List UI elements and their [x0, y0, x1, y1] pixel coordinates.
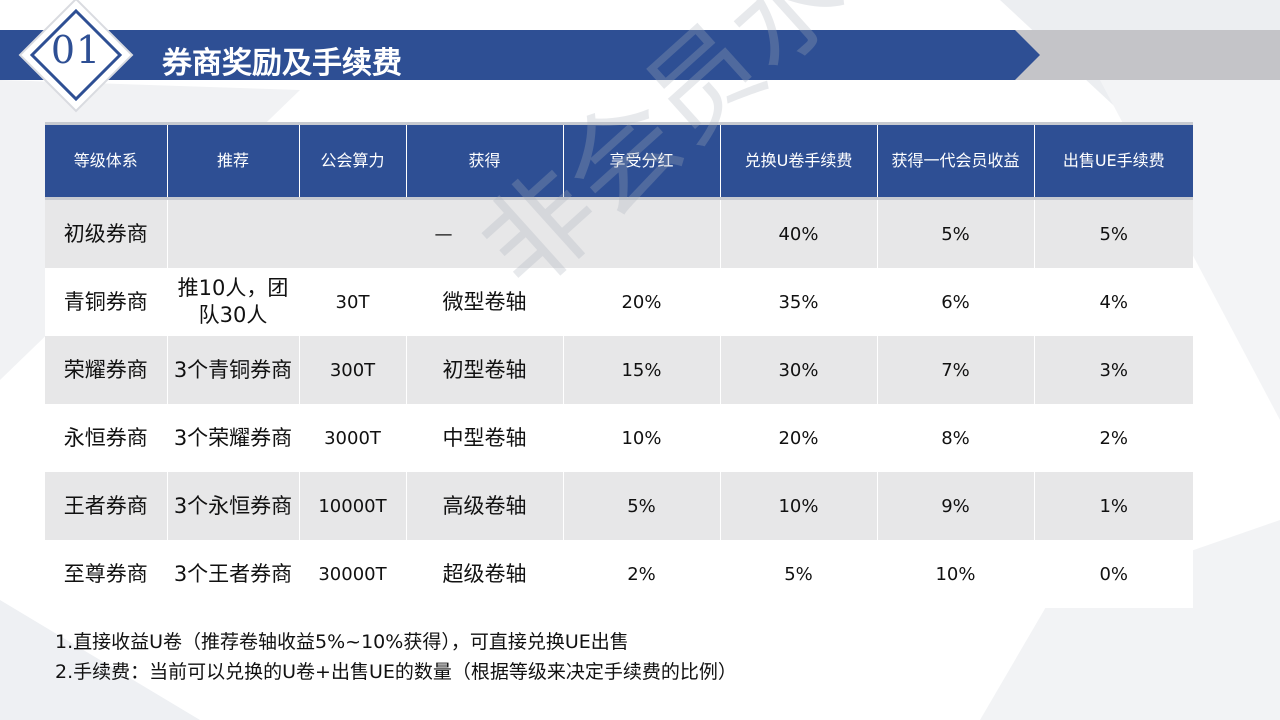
cell-level: 荣耀券商: [45, 336, 168, 404]
footnotes: 1.直接收益U卷（推荐卷轴收益5%~10%获得），可直接兑换UE出售 2.手续费…: [55, 627, 737, 687]
cell-dividend: 20%: [563, 268, 721, 336]
table-header-row: 等级体系 推荐 公会算力 获得 享受分红 兑换U卷手续费 获得一代会员收益 出售…: [45, 122, 1193, 200]
badge-diamond: [18, 0, 134, 113]
cell-exchange-fee: 30%: [720, 336, 878, 404]
col-header-exchange-fee: 兑换U卷手续费: [720, 122, 878, 200]
cell-power: 30000T: [299, 540, 407, 608]
cell-first-gen-income: 10%: [877, 540, 1035, 608]
cell-level: 王者券商: [45, 472, 168, 540]
cell-exchange-fee: 5%: [720, 540, 878, 608]
cell-first-gen-income: 5%: [877, 198, 1035, 268]
col-header-power: 公会算力: [299, 122, 407, 200]
cell-sell-fee: 4%: [1034, 268, 1193, 336]
col-header-level: 等级体系: [45, 122, 168, 200]
cell-first-gen-income: 8%: [877, 404, 1035, 472]
table-row: 永恒券商 3个荣耀券商 3000T 中型卷轴 10% 20% 8% 2%: [45, 404, 1193, 472]
col-header-dividend: 享受分红: [563, 122, 721, 200]
table-row: 至尊券商 3个王者券商 30000T 超级卷轴 2% 5% 10% 0%: [45, 540, 1193, 608]
cell-exchange-fee: 40%: [720, 198, 878, 268]
cell-sell-fee: 3%: [1034, 336, 1193, 404]
table-row: 荣耀券商 3个青铜券商 300T 初型卷轴 15% 30% 7% 3%: [45, 336, 1193, 404]
cell-gain: 中型卷轴: [406, 404, 564, 472]
section-number: 01: [50, 28, 102, 72]
cell-level: 青铜券商: [45, 268, 168, 336]
col-header-gain: 获得: [406, 122, 564, 200]
col-header-sell-fee: 出售UE手续费: [1034, 122, 1193, 200]
cell-sell-fee: 0%: [1034, 540, 1193, 608]
cell-gain: 超级卷轴: [406, 540, 564, 608]
header-gray-band: [995, 30, 1280, 80]
cell-dividend: 5%: [563, 472, 721, 540]
note-line-1: 1.直接收益U卷（推荐卷轴收益5%~10%获得），可直接兑换UE出售: [55, 631, 629, 653]
cell-power: 3000T: [299, 404, 407, 472]
cell-merged-dash: —: [167, 198, 721, 268]
table-row: 初级券商 — 40% 5% 5%: [45, 198, 1193, 268]
cell-exchange-fee: 20%: [720, 404, 878, 472]
cell-exchange-fee: 35%: [720, 268, 878, 336]
cell-recommend: 3个王者券商: [167, 540, 300, 608]
cell-recommend: 推10人，团队30人: [167, 268, 300, 336]
cell-power: 300T: [299, 336, 407, 404]
cell-power: 10000T: [299, 472, 407, 540]
cell-gain: 高级卷轴: [406, 472, 564, 540]
note-line-2: 2.手续费：当前可以兑换的U卷+出售UE的数量（根据等级来决定手续费的比例）: [55, 661, 737, 683]
cell-recommend: 3个荣耀券商: [167, 404, 300, 472]
cell-sell-fee: 1%: [1034, 472, 1193, 540]
cell-recommend: 3个永恒券商: [167, 472, 300, 540]
cell-first-gen-income: 9%: [877, 472, 1035, 540]
col-header-recommend: 推荐: [167, 122, 300, 200]
cell-power: 30T: [299, 268, 407, 336]
cell-level: 初级券商: [45, 198, 168, 268]
cell-first-gen-income: 6%: [877, 268, 1035, 336]
cell-first-gen-income: 7%: [877, 336, 1035, 404]
cell-dividend: 15%: [563, 336, 721, 404]
fees-table: 等级体系 推荐 公会算力 获得 享受分红 兑换U卷手续费 获得一代会员收益 出售…: [45, 122, 1193, 608]
cell-level: 至尊券商: [45, 540, 168, 608]
cell-level: 永恒券商: [45, 404, 168, 472]
cell-gain: 微型卷轴: [406, 268, 564, 336]
cell-sell-fee: 2%: [1034, 404, 1193, 472]
cell-recommend: 3个青铜券商: [167, 336, 300, 404]
col-header-first-gen-income: 获得一代会员收益: [877, 122, 1035, 200]
page-title: 券商奖励及手续费: [162, 46, 402, 81]
cell-exchange-fee: 10%: [720, 472, 878, 540]
table-row: 青铜券商 推10人，团队30人 30T 微型卷轴 20% 35% 6% 4%: [45, 268, 1193, 336]
cell-sell-fee: 5%: [1034, 198, 1193, 268]
cell-dividend: 2%: [563, 540, 721, 608]
table-row: 王者券商 3个永恒券商 10000T 高级卷轴 5% 10% 9% 1%: [45, 472, 1193, 540]
header-bar: [0, 30, 1040, 80]
cell-dividend: 10%: [563, 404, 721, 472]
cell-gain: 初型卷轴: [406, 336, 564, 404]
